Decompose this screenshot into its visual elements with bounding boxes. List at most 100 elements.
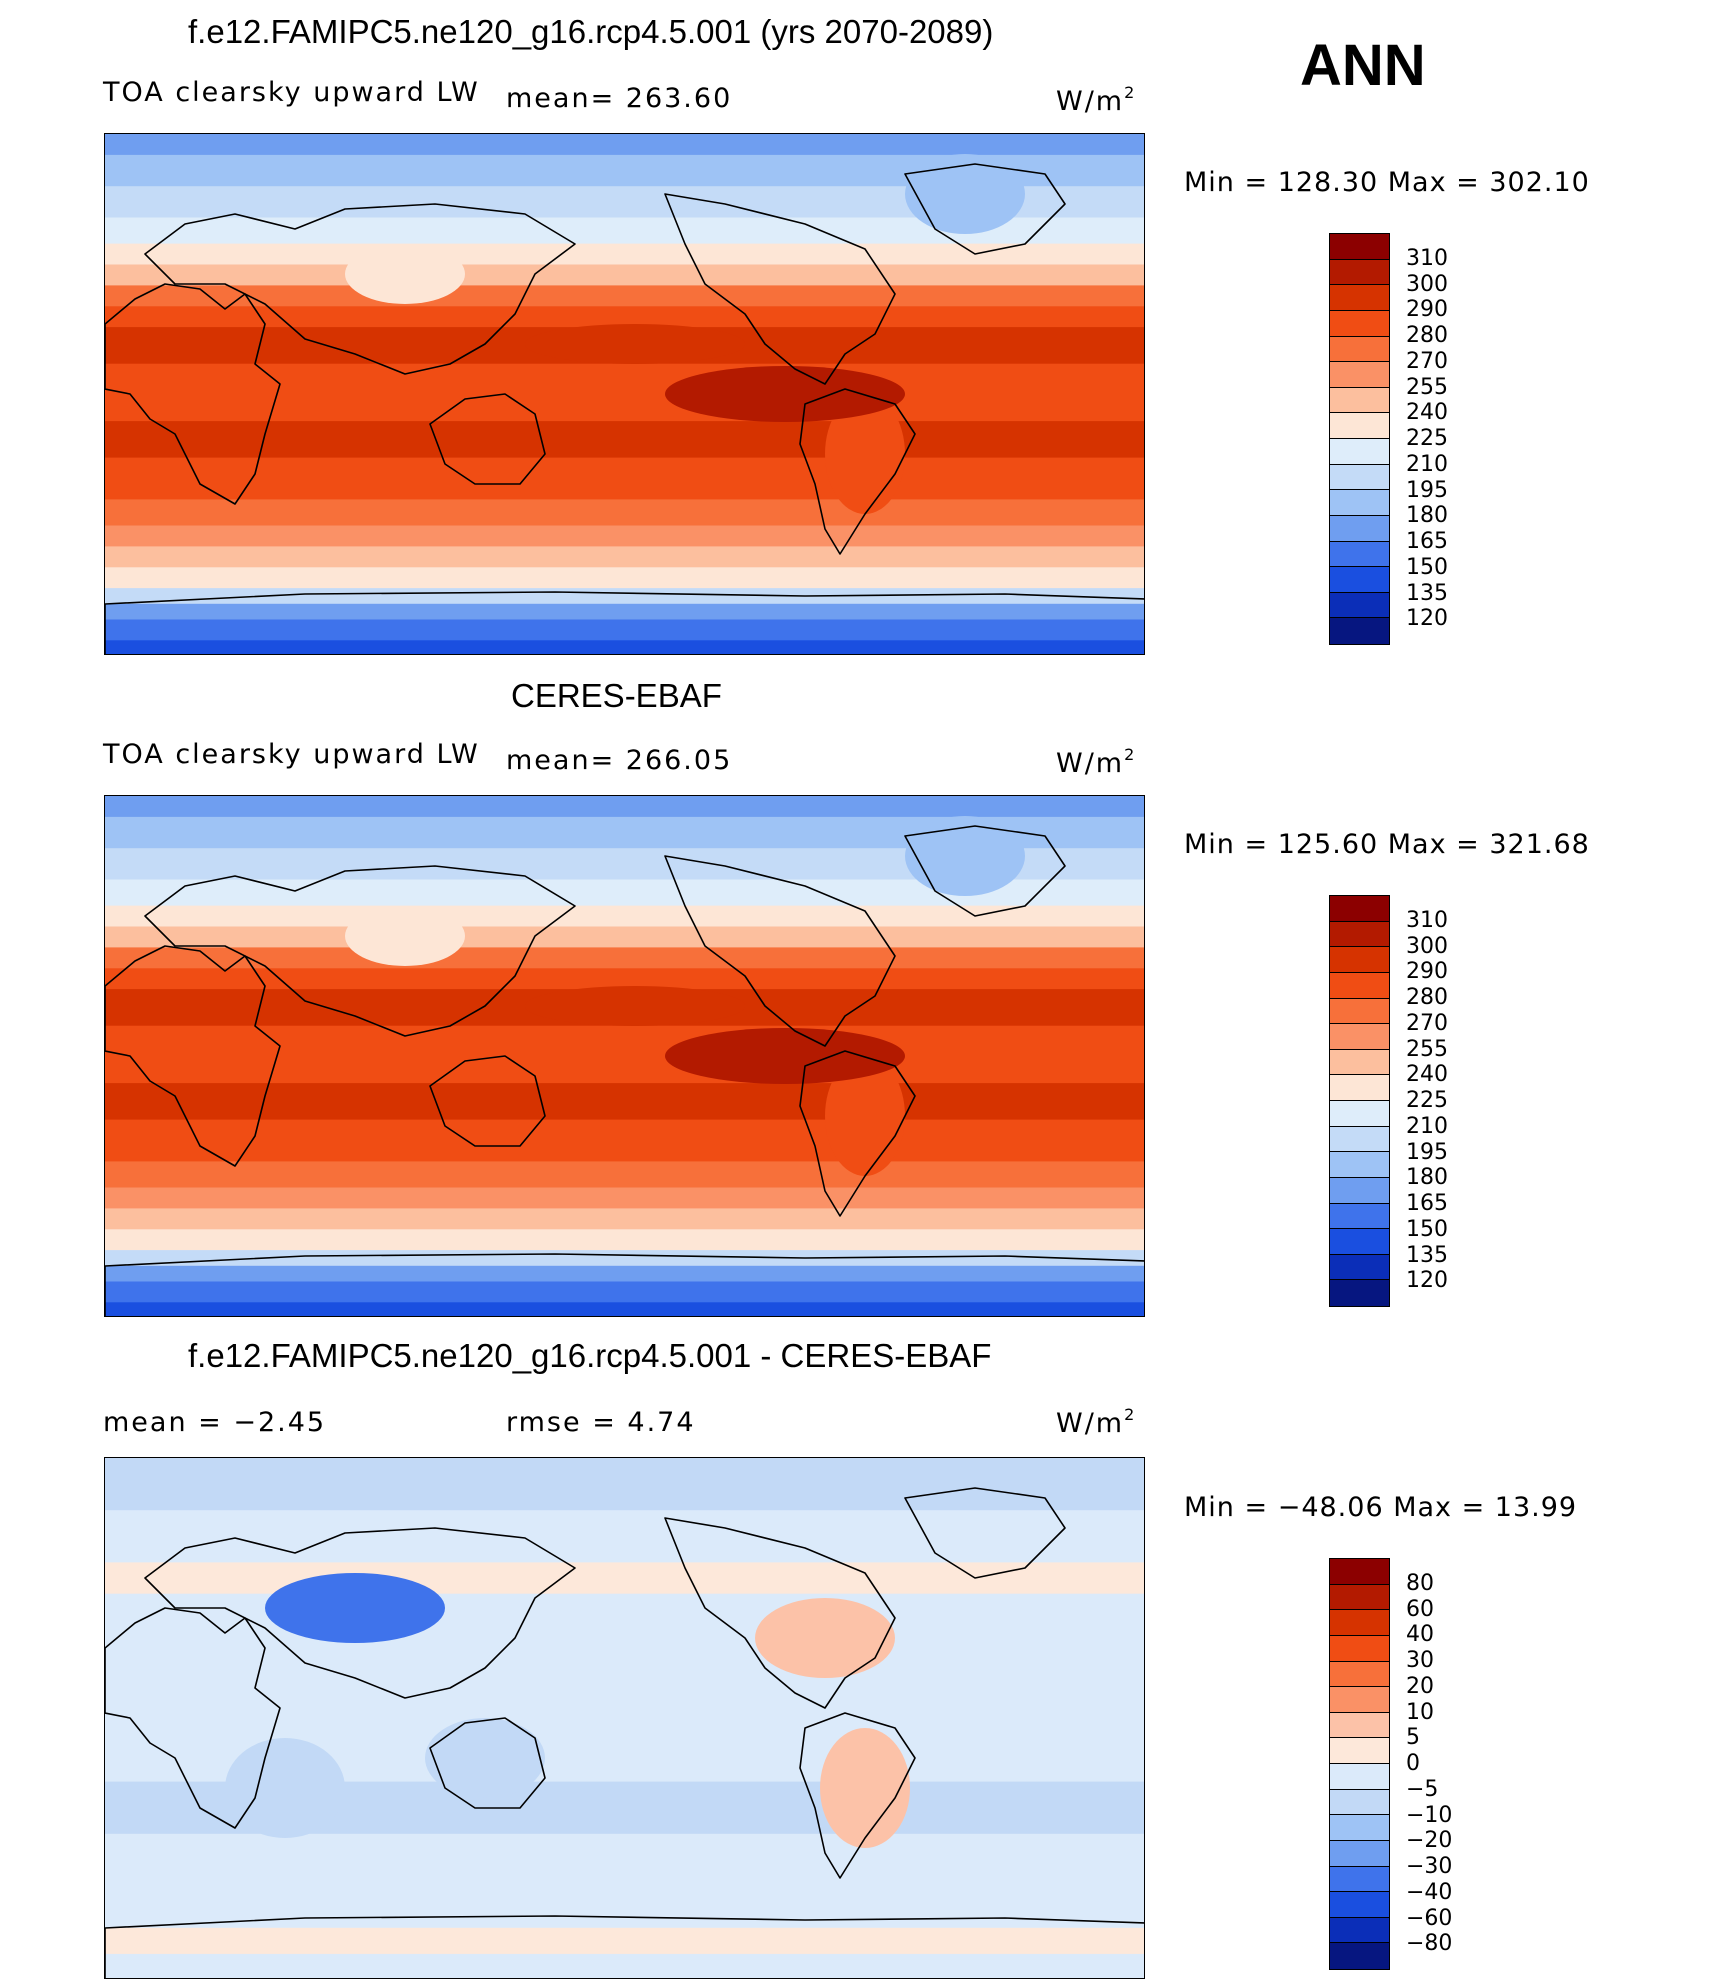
colorbar-swatch xyxy=(1330,439,1389,465)
map-regional-anomaly xyxy=(825,394,905,514)
colorbar-tick-label: −60 xyxy=(1406,1905,1453,1931)
map-latitude-band xyxy=(105,306,1144,329)
panel3-colorbar xyxy=(1329,1558,1390,1970)
panel2-units: W/m2 xyxy=(1056,745,1135,779)
map-latitude-band xyxy=(105,640,1144,654)
colorbar-tick-label: 310 xyxy=(1406,907,1448,933)
colorbar-tick-label: 290 xyxy=(1406,297,1448,323)
map-regional-anomaly xyxy=(755,1598,895,1678)
map-latitude-band xyxy=(105,1229,1144,1252)
colorbar-swatch xyxy=(1330,1024,1389,1050)
map-coastline xyxy=(664,1517,896,1709)
colorbar-tick-label: 300 xyxy=(1406,933,1448,959)
map-latitude-band xyxy=(105,1645,1144,1700)
map-latitude-band xyxy=(105,1510,1144,1564)
map-latitude-band xyxy=(105,1265,1144,1283)
colorbar-tick-label: 10 xyxy=(1406,1699,1434,1725)
panel1-colorbar xyxy=(1329,233,1390,645)
map-coastline xyxy=(144,865,576,1037)
colorbar-tick-label: 310 xyxy=(1406,245,1448,271)
map-latitude-band xyxy=(105,603,1144,621)
colorbar-tick-label: 150 xyxy=(1406,554,1448,580)
colorbar-tick-label: 280 xyxy=(1406,323,1448,348)
colorbar-tick-label: 150 xyxy=(1406,1216,1448,1242)
colorbar-swatch xyxy=(1330,1943,1389,1969)
colorbar-swatch xyxy=(1330,285,1389,311)
colorbar-tick-label: 270 xyxy=(1406,348,1448,374)
colorbar-swatch xyxy=(1330,567,1389,593)
colorbar-tick-label: 80 xyxy=(1406,1570,1434,1596)
colorbar-swatch xyxy=(1330,1152,1389,1178)
map-latitude-band xyxy=(105,363,1144,423)
colorbar-tick-label: 180 xyxy=(1406,1165,1448,1191)
map-latitude-band xyxy=(105,243,1144,266)
map-latitude-band xyxy=(105,1025,1144,1085)
map-latitude-band xyxy=(105,134,1144,156)
map-regional-anomaly xyxy=(425,1718,545,1798)
map-coastline xyxy=(105,1607,281,1829)
colorbar-tick-label: 270 xyxy=(1406,1010,1448,1036)
map-latitude-band xyxy=(105,499,1144,527)
panel1-units: W/m2 xyxy=(1056,83,1135,117)
map-coastline xyxy=(799,1712,916,1879)
map-regional-anomaly xyxy=(225,1738,345,1838)
map-coastline xyxy=(664,855,896,1047)
colorbar-swatch xyxy=(1330,1635,1389,1662)
map-coastline xyxy=(105,283,281,505)
colorbar-tick-label: −20 xyxy=(1406,1828,1453,1854)
colorbar-swatch xyxy=(1330,896,1389,922)
panel2-mean: mean= 266.05 xyxy=(506,745,733,776)
panel3-rmse: rmse = 4.74 xyxy=(506,1407,696,1438)
map-coastline xyxy=(144,1527,576,1699)
panel2-title: CERES-EBAF xyxy=(511,677,722,714)
map-coastline xyxy=(429,393,546,485)
colorbar-swatch xyxy=(1330,1661,1389,1688)
colorbar-swatch xyxy=(1330,1280,1389,1306)
map-latitude-band xyxy=(105,1208,1144,1231)
season-label: ANN xyxy=(1300,33,1426,98)
panel1-map xyxy=(104,133,1145,655)
map-latitude-band xyxy=(105,796,1144,818)
colorbar-tick-label: 40 xyxy=(1406,1622,1434,1648)
colorbar-tick-label: 210 xyxy=(1406,451,1448,477)
colorbar-tick-label: 225 xyxy=(1406,426,1448,451)
map-regional-anomaly xyxy=(525,986,745,1026)
panel3-units: W/m2 xyxy=(1056,1405,1135,1439)
colorbar-tick-label: 5 xyxy=(1406,1725,1420,1751)
colorbar-tick-label: 20 xyxy=(1406,1673,1434,1699)
colorbar-tick-label: 195 xyxy=(1406,477,1448,503)
colorbar-swatch xyxy=(1330,1584,1389,1611)
colorbar-tick-label: 280 xyxy=(1406,985,1448,1010)
colorbar-swatch xyxy=(1330,464,1389,491)
map-coastline xyxy=(904,163,1066,255)
map-coastline xyxy=(904,825,1066,917)
colorbar-tick-label: 290 xyxy=(1406,959,1448,985)
map-latitude-band xyxy=(105,1083,1144,1121)
colorbar-tick-label: 165 xyxy=(1406,529,1448,554)
map-latitude-band xyxy=(105,1593,1144,1647)
map-coastline xyxy=(105,1915,1144,1978)
map-regional-anomaly xyxy=(820,1728,910,1848)
colorbar-swatch xyxy=(1330,413,1389,439)
panel3-title: f.e12.FAMIPC5.ne120_g16.rcp4.5.001 - CER… xyxy=(188,1337,992,1374)
panel3-mean: mean = −2.45 xyxy=(103,1407,327,1438)
map-latitude-band xyxy=(105,968,1144,991)
colorbar-swatch xyxy=(1330,592,1389,619)
colorbar-tick-label: 120 xyxy=(1406,1268,1448,1294)
colorbar-swatch xyxy=(1330,1559,1389,1585)
map-coastline xyxy=(429,1055,546,1147)
map-coastline xyxy=(799,388,916,555)
colorbar-swatch xyxy=(1330,234,1389,260)
panel1-mean: mean= 263.60 xyxy=(506,83,733,114)
colorbar-tick-label: 180 xyxy=(1406,503,1448,529)
map-coastline xyxy=(105,1253,1144,1316)
map-latitude-band xyxy=(105,525,1144,548)
map-regional-anomaly xyxy=(665,366,905,422)
colorbar-swatch xyxy=(1330,259,1389,286)
colorbar-tick-label: 240 xyxy=(1406,400,1448,426)
colorbar-swatch xyxy=(1330,1738,1389,1764)
colorbar-tick-label: 210 xyxy=(1406,1113,1448,1139)
colorbar-swatch xyxy=(1330,1866,1389,1893)
colorbar-swatch xyxy=(1330,1254,1389,1281)
map-latitude-band xyxy=(105,926,1144,949)
